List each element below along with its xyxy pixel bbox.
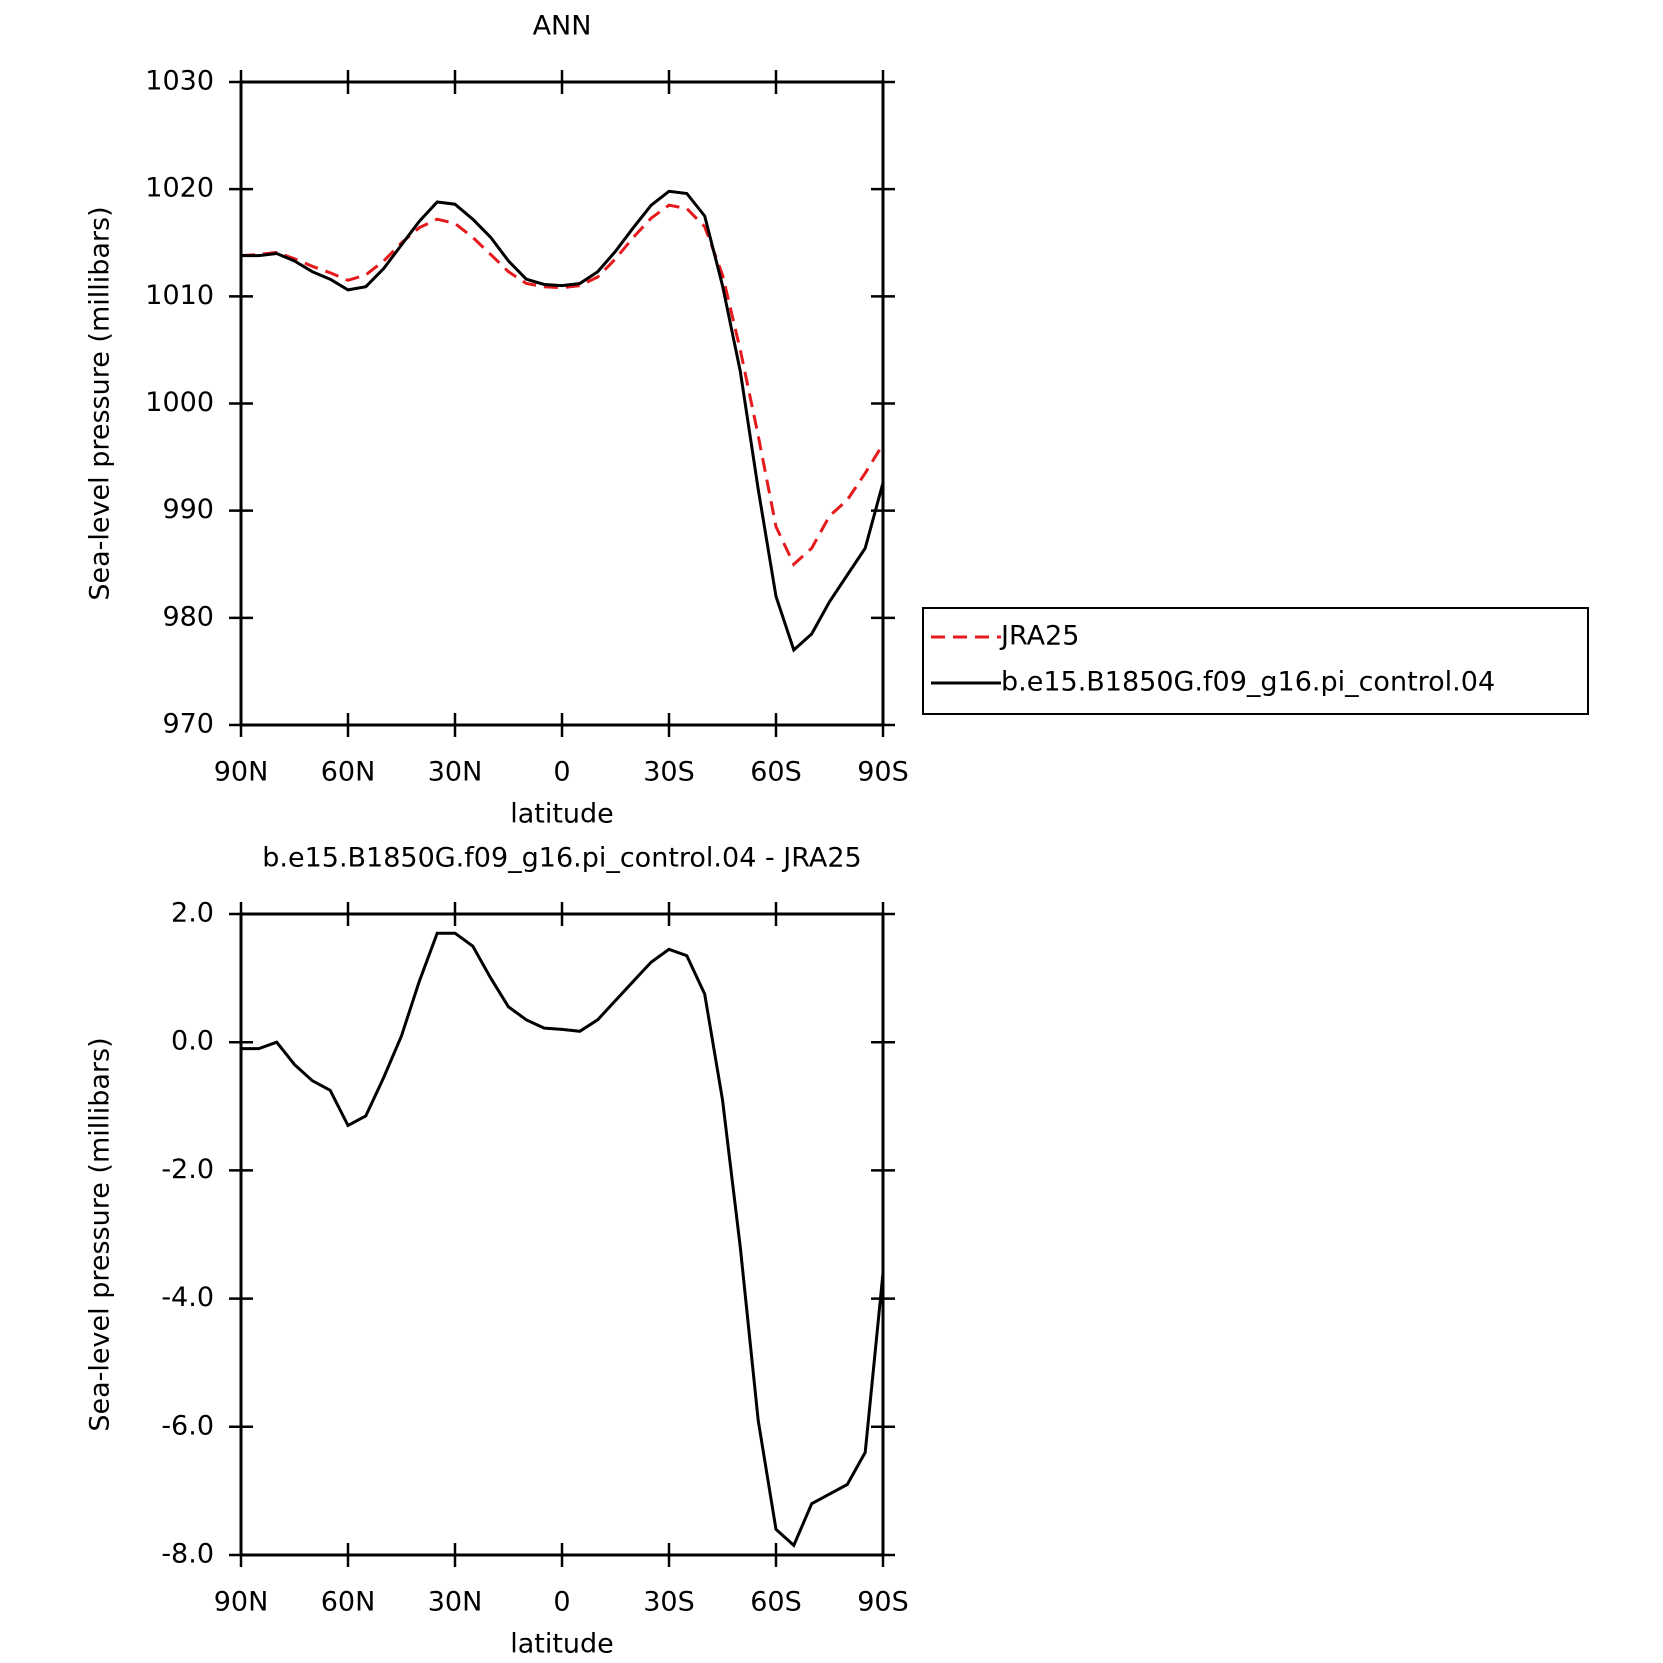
data-line — [240, 203, 885, 567]
x-tick-label: 60S — [750, 1587, 802, 1618]
x-tick-label: 30S — [643, 757, 695, 788]
x-tick-label: 90N — [214, 757, 269, 788]
y-tick-label: 1000 — [145, 387, 214, 418]
data-line — [241, 189, 885, 653]
x-tick-label: 0 — [553, 1587, 570, 1618]
y-tick-label: 0.0 — [171, 1026, 214, 1057]
y-tick-label: 1010 — [145, 280, 214, 311]
legend: JRA25 b.e15.B1850G.f09_g16.pi_control.04 — [922, 607, 1589, 715]
y-tick-label: 990 — [162, 494, 214, 525]
y-tick-label: 2.0 — [171, 898, 214, 929]
y-tick-label: -4.0 — [161, 1282, 214, 1313]
y-tick-label: 1030 — [145, 66, 214, 97]
x-tick-label: 30N — [428, 757, 483, 788]
plot-frame — [239, 80, 885, 727]
y-tick-label: 980 — [162, 601, 214, 632]
x-tick-label: 60N — [321, 1587, 376, 1618]
x-axis-label: latitude — [510, 799, 614, 830]
x-tick-label: 60N — [321, 757, 376, 788]
x-tick-label: 30N — [428, 1587, 483, 1618]
plot-frame — [239, 912, 885, 1557]
y-tick-label: -6.0 — [161, 1410, 214, 1441]
y-axis-label: Sea-level pressure (millibars) — [85, 206, 116, 600]
chart-title: ANN — [533, 11, 592, 42]
y-tick-label: 970 — [162, 709, 214, 740]
x-tick-label: 90N — [214, 1587, 269, 1618]
x-tick-label: 90S — [857, 1587, 909, 1618]
x-tick-label: 30S — [643, 1587, 695, 1618]
chart-title: b.e15.B1850G.f09_g16.pi_control.04 - JRA… — [262, 843, 861, 874]
y-tick-label: -2.0 — [161, 1154, 214, 1185]
legend-box — [922, 607, 1589, 715]
x-tick-label: 90S — [857, 757, 909, 788]
legend-label: JRA25 — [999, 621, 1079, 652]
y-tick-label: -8.0 — [161, 1539, 214, 1570]
x-axis-label: latitude — [510, 1629, 614, 1660]
legend-label: b.e15.B1850G.f09_g16.pi_control.04 — [1001, 667, 1495, 698]
y-tick-label: 1020 — [145, 173, 214, 204]
data-line — [241, 931, 885, 1548]
y-axis-label: Sea-level pressure (millibars) — [85, 1037, 116, 1431]
x-tick-label: 60S — [750, 757, 802, 788]
x-tick-label: 0 — [553, 757, 570, 788]
